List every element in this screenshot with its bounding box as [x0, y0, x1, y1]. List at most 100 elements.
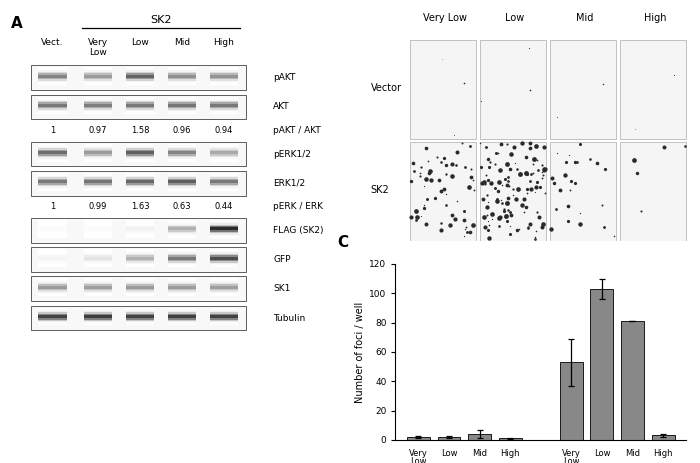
Bar: [38, 257, 66, 258]
Bar: [84, 157, 112, 158]
Bar: [210, 321, 238, 322]
Bar: [126, 286, 155, 288]
Bar: [168, 295, 196, 296]
Bar: [210, 177, 238, 179]
Bar: [38, 317, 66, 318]
Bar: [126, 147, 155, 148]
Bar: [38, 249, 66, 251]
Bar: [168, 185, 196, 186]
Bar: [210, 100, 238, 101]
Bar: [38, 252, 66, 254]
Bar: [168, 100, 196, 101]
Bar: [38, 160, 66, 162]
Bar: [38, 315, 66, 317]
Bar: [126, 237, 155, 238]
Bar: [84, 225, 112, 226]
Bar: [210, 101, 238, 102]
Bar: [126, 229, 155, 231]
Bar: [590, 289, 613, 440]
Bar: [84, 97, 112, 98]
Text: High: High: [643, 13, 666, 23]
Bar: [84, 147, 112, 148]
Bar: [168, 160, 196, 162]
Bar: [84, 309, 112, 311]
Bar: [38, 186, 66, 188]
Bar: [31, 65, 246, 90]
Bar: [38, 261, 66, 263]
Bar: [38, 293, 66, 295]
Bar: [84, 266, 112, 267]
Bar: [168, 76, 196, 78]
Bar: [126, 173, 155, 175]
Bar: [38, 311, 66, 312]
Bar: [38, 97, 66, 98]
Bar: [210, 261, 238, 263]
Bar: [168, 263, 196, 264]
Bar: [126, 255, 155, 257]
Bar: [84, 232, 112, 233]
Bar: [168, 312, 196, 313]
Bar: [38, 81, 66, 82]
Bar: [210, 78, 238, 79]
Bar: [38, 68, 66, 69]
Bar: [126, 220, 155, 222]
Bar: [38, 180, 66, 182]
Bar: [38, 156, 66, 157]
Bar: [210, 153, 238, 154]
Bar: [84, 108, 112, 110]
Bar: [126, 179, 155, 180]
Bar: [38, 179, 66, 180]
Bar: [126, 104, 155, 106]
Bar: [126, 319, 155, 321]
Text: SK1: SK1: [273, 284, 290, 294]
Bar: [168, 307, 196, 309]
Bar: [210, 292, 238, 293]
Text: Tubulin: Tubulin: [273, 313, 305, 323]
Bar: [210, 150, 238, 151]
Text: FLAG (SK2): FLAG (SK2): [273, 226, 323, 235]
Bar: [84, 288, 112, 289]
Bar: [168, 261, 196, 263]
Bar: [210, 173, 238, 175]
Text: Low: Low: [505, 13, 524, 23]
Bar: [210, 311, 238, 312]
Bar: [84, 280, 112, 282]
Bar: [168, 153, 196, 154]
Bar: [38, 113, 66, 114]
Bar: [126, 309, 155, 311]
Bar: [38, 106, 66, 107]
Bar: [84, 82, 112, 84]
Bar: [84, 154, 112, 156]
Bar: [168, 189, 196, 191]
Text: pAKT: pAKT: [273, 73, 295, 82]
Text: 1.63: 1.63: [131, 202, 149, 212]
Text: 0.97: 0.97: [89, 126, 107, 135]
Bar: [31, 94, 246, 119]
Bar: [168, 82, 196, 84]
Bar: [168, 148, 196, 150]
Bar: [210, 108, 238, 110]
Bar: [210, 73, 238, 75]
Bar: [38, 101, 66, 102]
Bar: [210, 222, 238, 223]
Bar: [168, 284, 196, 286]
Bar: [84, 321, 112, 322]
Bar: [84, 156, 112, 157]
Bar: [210, 226, 238, 227]
Bar: [84, 315, 112, 317]
Bar: [126, 189, 155, 191]
Bar: [126, 223, 155, 225]
Bar: [84, 106, 112, 107]
Bar: [210, 179, 238, 180]
Bar: [84, 312, 112, 313]
Bar: [168, 157, 196, 158]
Bar: [210, 317, 238, 318]
Bar: [168, 104, 196, 106]
Bar: [126, 176, 155, 177]
Bar: [168, 252, 196, 254]
Bar: [168, 188, 196, 189]
Bar: [38, 107, 66, 108]
Bar: [84, 318, 112, 319]
Bar: [126, 233, 155, 235]
Bar: [168, 317, 196, 318]
